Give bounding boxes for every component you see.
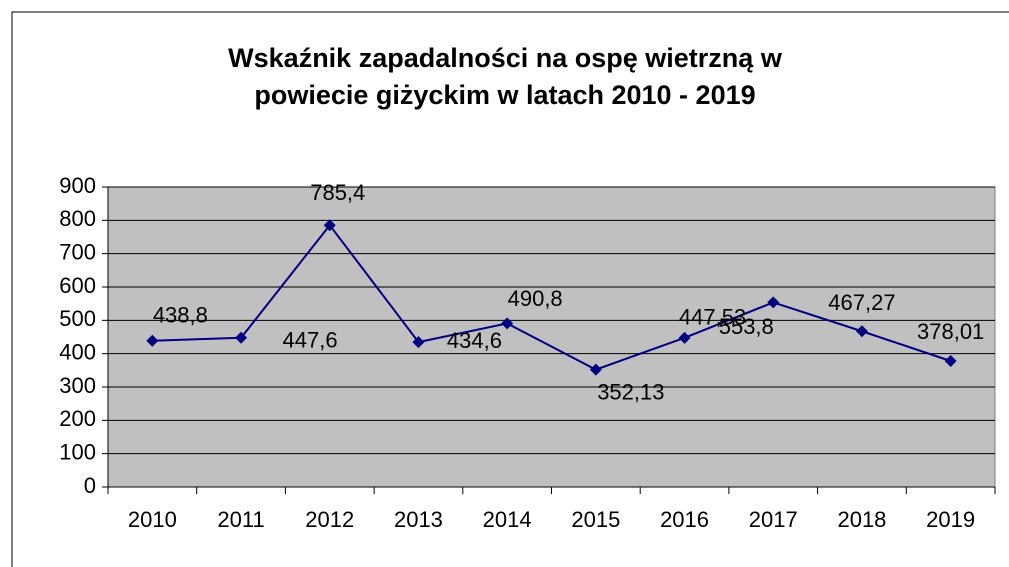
plot-area xyxy=(107,186,996,488)
marker xyxy=(678,331,691,344)
y-tick-label: 400 xyxy=(59,339,96,364)
x-tick-label: 2015 xyxy=(571,507,620,532)
data-label: 438,8 xyxy=(153,303,208,328)
marker xyxy=(767,296,780,309)
marker xyxy=(589,363,602,376)
data-label: 467,27 xyxy=(828,290,895,315)
x-tick-label: 2017 xyxy=(749,507,798,532)
chart-title: powiecie giżyckim w latach 2010 - 2019 xyxy=(254,80,755,110)
data-label: 447,6 xyxy=(283,328,338,353)
data-label: 785,4 xyxy=(310,180,365,205)
chart-title: Wskaźnik zapadalności na ospę wietrzną w xyxy=(228,43,783,73)
y-tick-label: 300 xyxy=(59,373,96,398)
y-tick-label: 500 xyxy=(59,306,96,331)
y-tick-label: 800 xyxy=(59,206,96,231)
y-tick-label: 900 xyxy=(59,173,96,198)
marker xyxy=(146,334,159,347)
x-tick-label: 2011 xyxy=(217,507,264,532)
y-tick-label: 100 xyxy=(59,439,96,464)
line xyxy=(152,223,951,371)
y-tick-label: 200 xyxy=(59,406,96,431)
x-tick-label: 2012 xyxy=(305,507,354,532)
y-tick-label: 700 xyxy=(59,239,96,264)
marker xyxy=(323,219,336,232)
data-label: 378,01 xyxy=(917,319,984,344)
x-tick-label: 2013 xyxy=(394,507,443,532)
data-label: 553,8 xyxy=(719,314,774,339)
y-tick-label: 600 xyxy=(59,273,96,298)
marker xyxy=(944,354,957,367)
x-tick-label: 2019 xyxy=(926,507,975,532)
x-tick-label: 2010 xyxy=(128,507,177,532)
marker xyxy=(412,336,425,349)
marker xyxy=(235,331,248,344)
y-tick-label: 0 xyxy=(84,473,96,498)
x-tick-label: 2014 xyxy=(483,507,532,532)
marker xyxy=(501,317,514,330)
data-label: 434,6 xyxy=(447,328,502,353)
marker xyxy=(855,325,868,338)
x-tick-label: 2016 xyxy=(660,507,709,532)
data-label: 352,13 xyxy=(597,379,664,404)
data-label: 447,53 xyxy=(679,305,746,330)
data-label: 490,8 xyxy=(508,286,563,311)
x-tick-label: 2018 xyxy=(837,507,886,532)
